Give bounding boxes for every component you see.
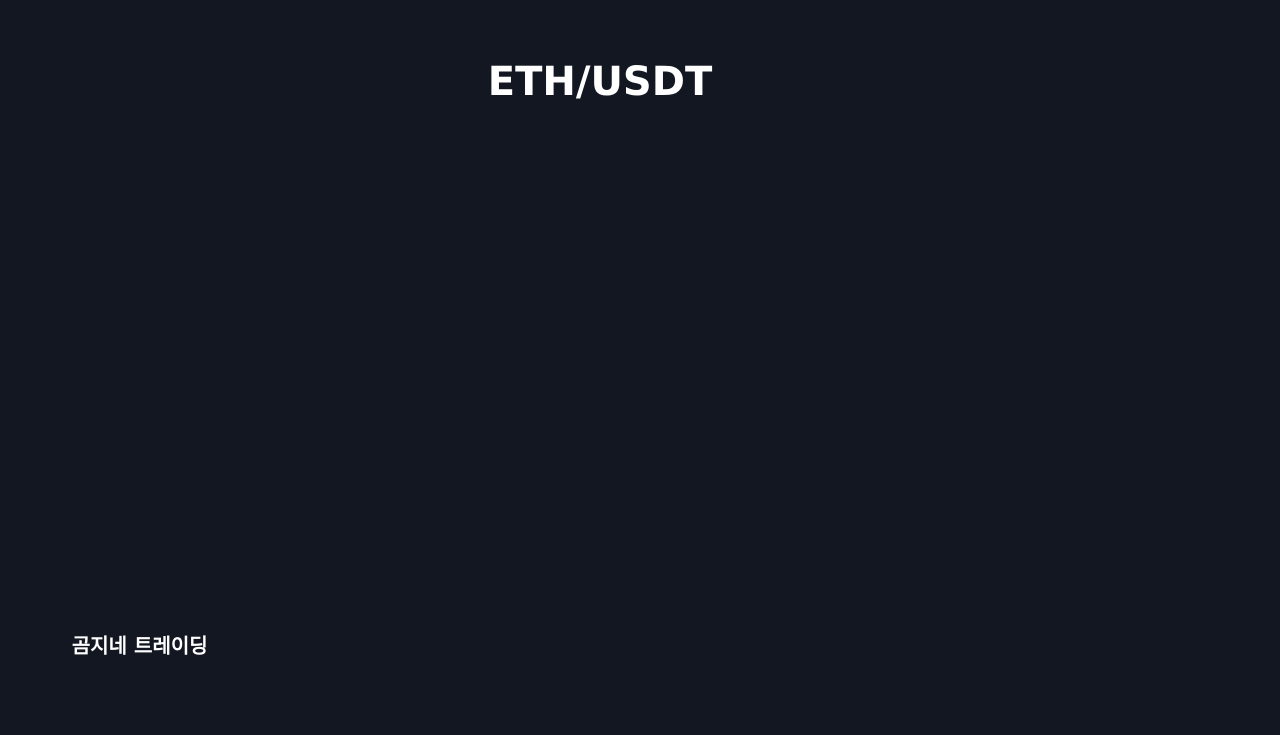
chart-title: ETH/USDT [488,59,713,105]
watermark: 곰지네 트레이딩 [72,634,208,658]
